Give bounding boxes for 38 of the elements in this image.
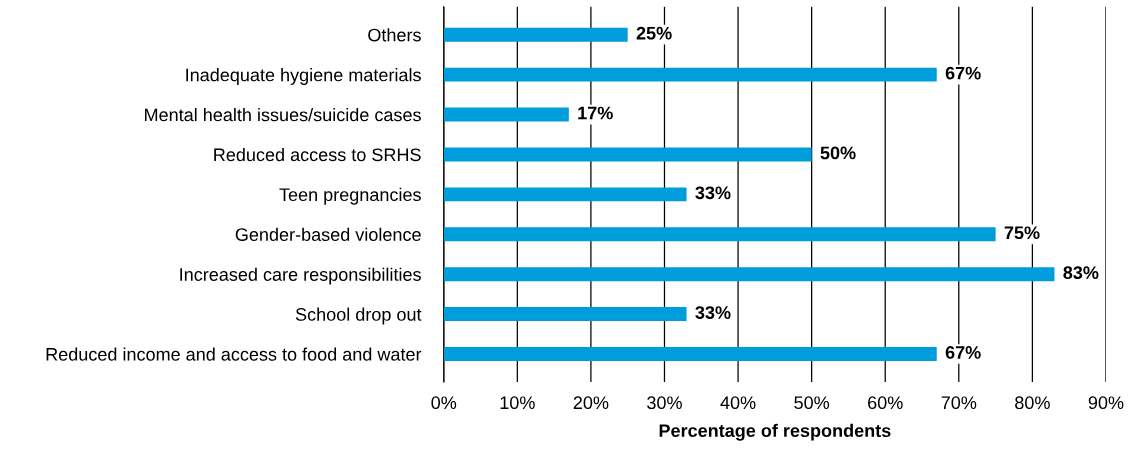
x-tick-label: 30% [647, 396, 682, 410]
x-tick-label: 50% [794, 396, 830, 410]
data-label: 17% [578, 106, 613, 120]
y-tick-label: Others [368, 28, 421, 42]
data-label: 33% [695, 306, 731, 319]
bar [443, 67, 937, 82]
data-label: 75% [1004, 226, 1040, 240]
x-tick-label: 70% [941, 396, 977, 410]
x-tick-label: 40% [720, 396, 756, 410]
bar [443, 187, 687, 202]
x-tick-label: 80% [1015, 396, 1050, 410]
x-tick-label: 0% [431, 396, 457, 410]
bar [443, 147, 812, 162]
data-label: 50% [820, 146, 856, 160]
y-tick-label: School drop out [295, 307, 422, 325]
x-tick-label: 10% [500, 396, 535, 410]
x-axis-title: Percentage of respondents [659, 423, 891, 441]
x-tick-label: 20% [573, 396, 609, 410]
y-tick-label: Inadequate hygiene materials [186, 68, 421, 85]
bar [443, 107, 569, 122]
data-label: 67% [945, 66, 981, 80]
y-tick-label: Teen pregnancies [279, 187, 421, 205]
data-label: 67% [945, 346, 981, 359]
data-label: 25% [636, 26, 672, 40]
bar [443, 27, 628, 42]
bar [443, 267, 1055, 282]
bar [443, 307, 687, 322]
x-tick-label: 90% [1088, 396, 1124, 410]
bar [443, 227, 996, 242]
x-tick-label: 60% [868, 396, 903, 410]
data-label: 33% [695, 186, 731, 200]
y-tick-label: Reduced access to SRHS [214, 147, 421, 162]
data-label: 83% [1063, 266, 1099, 280]
y-tick-label: Gender-based violence [235, 227, 421, 241]
y-tick-label: Mental health issues/suicide cases [145, 108, 421, 122]
bar [443, 347, 937, 361]
y-tick-label: Reduced income and access to food and water [46, 347, 422, 361]
y-tick-label: Increased care responsibilities [180, 267, 421, 285]
